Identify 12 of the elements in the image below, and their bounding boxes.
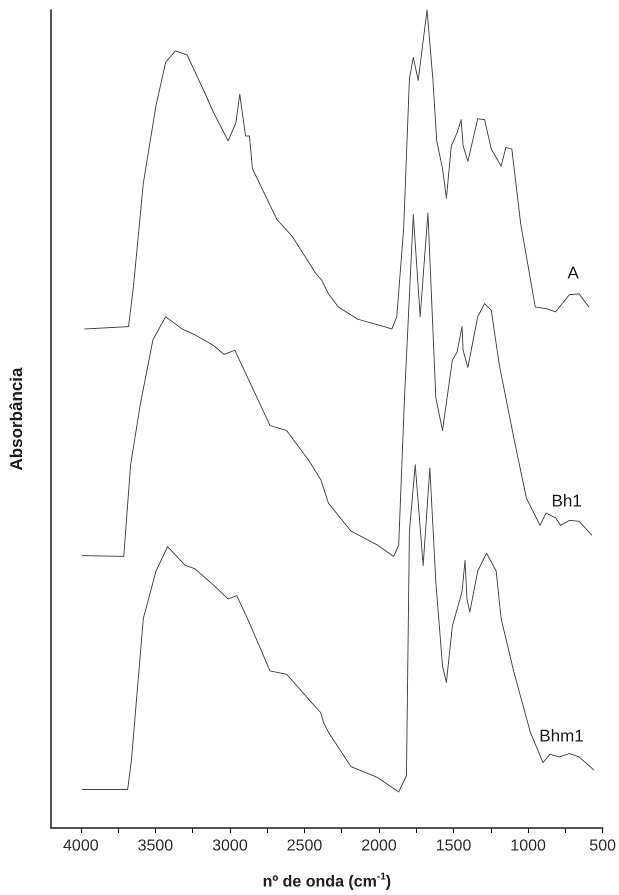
x-tick-label: 3000 bbox=[212, 838, 248, 854]
series-label: Bh1 bbox=[552, 492, 582, 511]
x-tick-label: 3500 bbox=[138, 838, 174, 854]
x-tick-label: 4000 bbox=[63, 838, 99, 854]
x-tick-label: 500 bbox=[589, 838, 616, 854]
x-tick-label: 1000 bbox=[510, 838, 546, 854]
series-label: Bhm1 bbox=[539, 726, 584, 746]
x-tick-label: 1500 bbox=[436, 838, 472, 854]
x-tick-label: 2000 bbox=[361, 838, 397, 854]
y-axis-title: Absorbância bbox=[7, 366, 26, 470]
x-tick-label: 2500 bbox=[286, 838, 322, 854]
series-label: A bbox=[567, 263, 580, 282]
